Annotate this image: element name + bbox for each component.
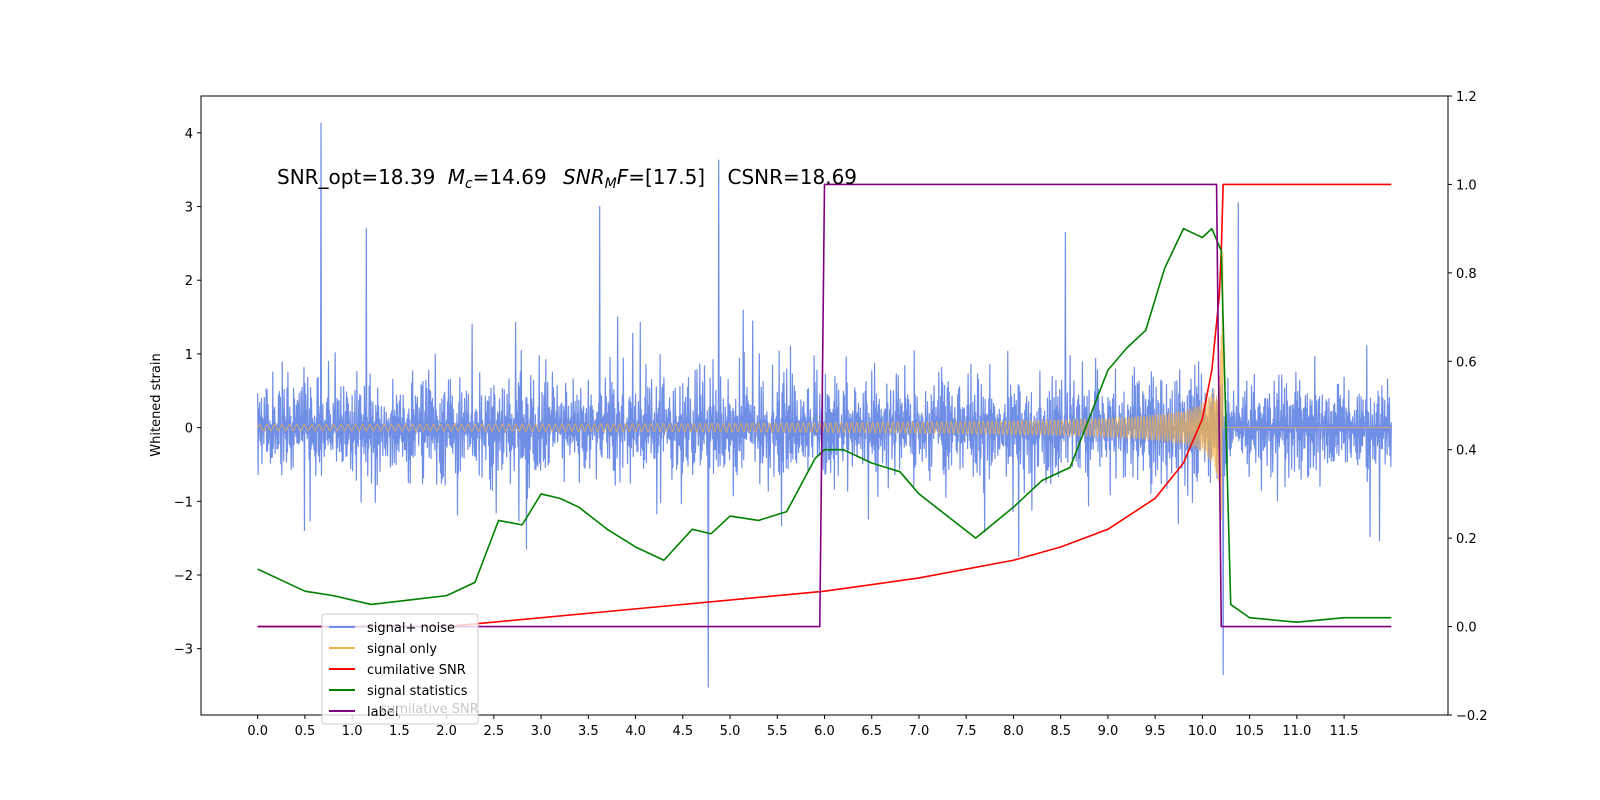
x-tick-label: 6.5: [861, 724, 882, 739]
x-tick-label: 1.5: [389, 724, 410, 739]
legend-overlap-text: cumilative SNR: [380, 702, 479, 717]
y-tick-label: 2: [185, 274, 193, 289]
legend-label: label: [367, 705, 398, 720]
y-tick-label: 3: [185, 201, 193, 216]
y-axis-right: −0.2 0.0 0.2 0.4 0.6 0.8 1.0 1.2: [1448, 90, 1488, 724]
snrmf-value: =[17.5]: [628, 165, 705, 189]
legend-label: signal statistics: [367, 684, 468, 699]
x-tick-label: 4.5: [672, 724, 693, 739]
x-tick-label: 2.0: [436, 724, 457, 739]
legend-label: cumilative SNR: [367, 663, 466, 678]
y2-tick-label: 0.8: [1456, 267, 1477, 282]
y2-tick-label: −0.2: [1456, 709, 1488, 724]
x-tick-label: 10.0: [1188, 724, 1217, 739]
y-tick-label: 4: [185, 127, 193, 142]
y-tick-label: −1: [174, 495, 193, 510]
legend-label: signal only: [367, 642, 437, 657]
x-axis: 0.0 0.5 1.0 1.5 2.0 2.5 3.0 3.5 4.0 4.5 5.0 5.5 6.0 6…: [247, 715, 1359, 739]
snrmf-subscript: M: [605, 176, 617, 192]
x-tick-label: 9.0: [1098, 724, 1119, 739]
series-cumilative-snr: [257, 183, 1392, 628]
csnr-text: CSNR=18.69: [727, 165, 857, 189]
x-tick-label: 7.5: [956, 724, 977, 739]
snr-opt-text: SNR_opt=18.39: [277, 165, 435, 189]
snrmf-symbol: SNR: [563, 165, 605, 189]
x-tick-label: 1.0: [342, 724, 363, 739]
y-tick-label: 0: [185, 422, 193, 437]
y-axis-label: Whitened strain: [149, 353, 164, 456]
x-tick-label: 11.5: [1330, 724, 1359, 739]
y-tick-label: −2: [174, 569, 193, 584]
x-tick-label: 2.5: [484, 724, 505, 739]
series-signal-only: [257, 251, 1392, 521]
mc-value: =14.69: [473, 165, 547, 189]
x-tick-label: 0.5: [295, 724, 316, 739]
x-tick-label: 0.0: [247, 724, 268, 739]
x-tick-label: 5.5: [767, 724, 788, 739]
x-tick-label: 4.0: [625, 724, 646, 739]
legend: signal+ noise signal only cumilative SNR si…: [321, 613, 479, 725]
y2-tick-label: 0.2: [1456, 532, 1477, 547]
snr-annotation: SNR_opt=18.39 Mc=14.69 SNRMF=[17.5] CSNR…: [277, 165, 857, 192]
x-tick-label: 10.5: [1235, 724, 1264, 739]
mc-symbol: M: [448, 165, 465, 189]
x-tick-label: 11.0: [1282, 724, 1311, 739]
snrmf-f: F: [617, 165, 629, 189]
legend-label: signal+ noise: [367, 621, 455, 636]
x-tick-label: 8.5: [1050, 724, 1071, 739]
series-label: [257, 183, 1392, 628]
y2-tick-label: 1.2: [1456, 90, 1477, 105]
x-tick-label: 7.0: [909, 724, 930, 739]
x-tick-label: 5.0: [720, 724, 741, 739]
series-layer: [257, 122, 1392, 688]
x-tick-label: 3.5: [578, 724, 599, 739]
plot-area: [257, 122, 1392, 688]
y2-tick-label: 0.4: [1456, 444, 1477, 459]
y2-tick-label: 0.0: [1456, 621, 1477, 636]
y-tick-label: 1: [185, 348, 193, 363]
y2-tick-label: 1.0: [1456, 178, 1477, 193]
series-signal-statistics: [257, 227, 1392, 623]
mc-subscript: c: [465, 176, 473, 192]
x-tick-label: 8.0: [1003, 724, 1024, 739]
x-tick-label: 9.5: [1145, 724, 1166, 739]
x-tick-label: 3.0: [531, 724, 552, 739]
x-tick-label: 6.0: [814, 724, 835, 739]
y2-tick-label: 0.6: [1456, 355, 1477, 370]
y-axis-left: −3 −2 −1 0 1 2 3 4: [174, 127, 201, 658]
y-tick-label: −3: [174, 643, 193, 658]
legend-box: [321, 613, 479, 725]
